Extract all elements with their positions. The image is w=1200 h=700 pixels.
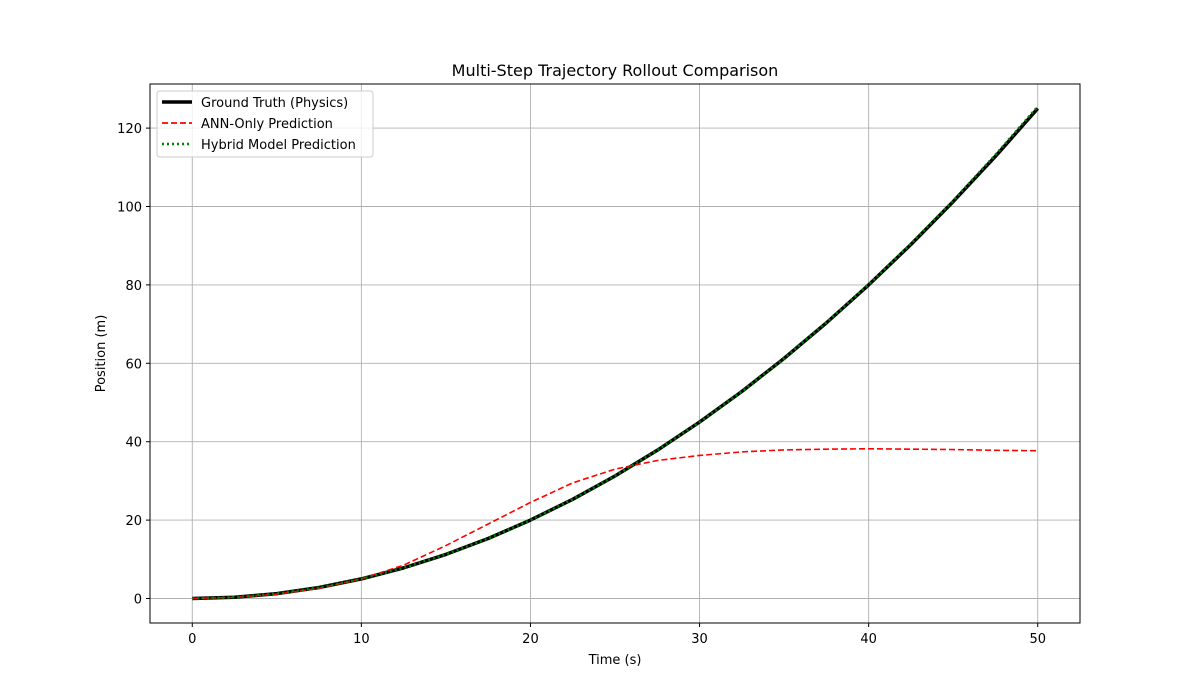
- x-tick-label: 10: [353, 632, 370, 647]
- y-tick-label: 0: [134, 593, 142, 608]
- series-layer: [192, 105, 1040, 601]
- y-axis-label: Position (m): [94, 315, 109, 393]
- y-tick-label: 100: [117, 201, 142, 216]
- chart-title: Multi-Step Trajectory Rollout Comparison: [452, 61, 779, 80]
- series-line-hybrid: [192, 105, 1039, 600]
- y-tick-label: 40: [125, 436, 142, 451]
- legend: Ground Truth (Physics) ANN-Only Predicti…: [156, 90, 374, 158]
- y-tick-label: 20: [125, 514, 142, 529]
- legend-label-hybrid: Hybrid Model Prediction: [201, 138, 356, 153]
- x-axis-label: Time (s): [588, 653, 642, 668]
- plot-frame: [149, 83, 1081, 624]
- x-tick-label: 50: [1029, 632, 1046, 647]
- x-tick-label: 40: [860, 632, 877, 647]
- x-tick-label: 20: [522, 632, 539, 647]
- y-tick-label: 60: [125, 357, 142, 372]
- x-tick-label: 30: [691, 632, 708, 647]
- grid: [150, 84, 1080, 623]
- series-line-ann-only: [192, 447, 1038, 600]
- x-tick-label: 0: [188, 632, 196, 647]
- legend-label-ann-only: ANN-Only Prediction: [201, 117, 333, 132]
- y-tick-label: 120: [117, 122, 142, 137]
- legend-label-ground-truth: Ground Truth (Physics): [201, 96, 348, 111]
- legend-box: [156, 90, 374, 158]
- ticks: 0 10 20 30 40 50 0 20 40 60 80 100 120: [117, 122, 1046, 647]
- y-tick-label: 80: [125, 279, 142, 294]
